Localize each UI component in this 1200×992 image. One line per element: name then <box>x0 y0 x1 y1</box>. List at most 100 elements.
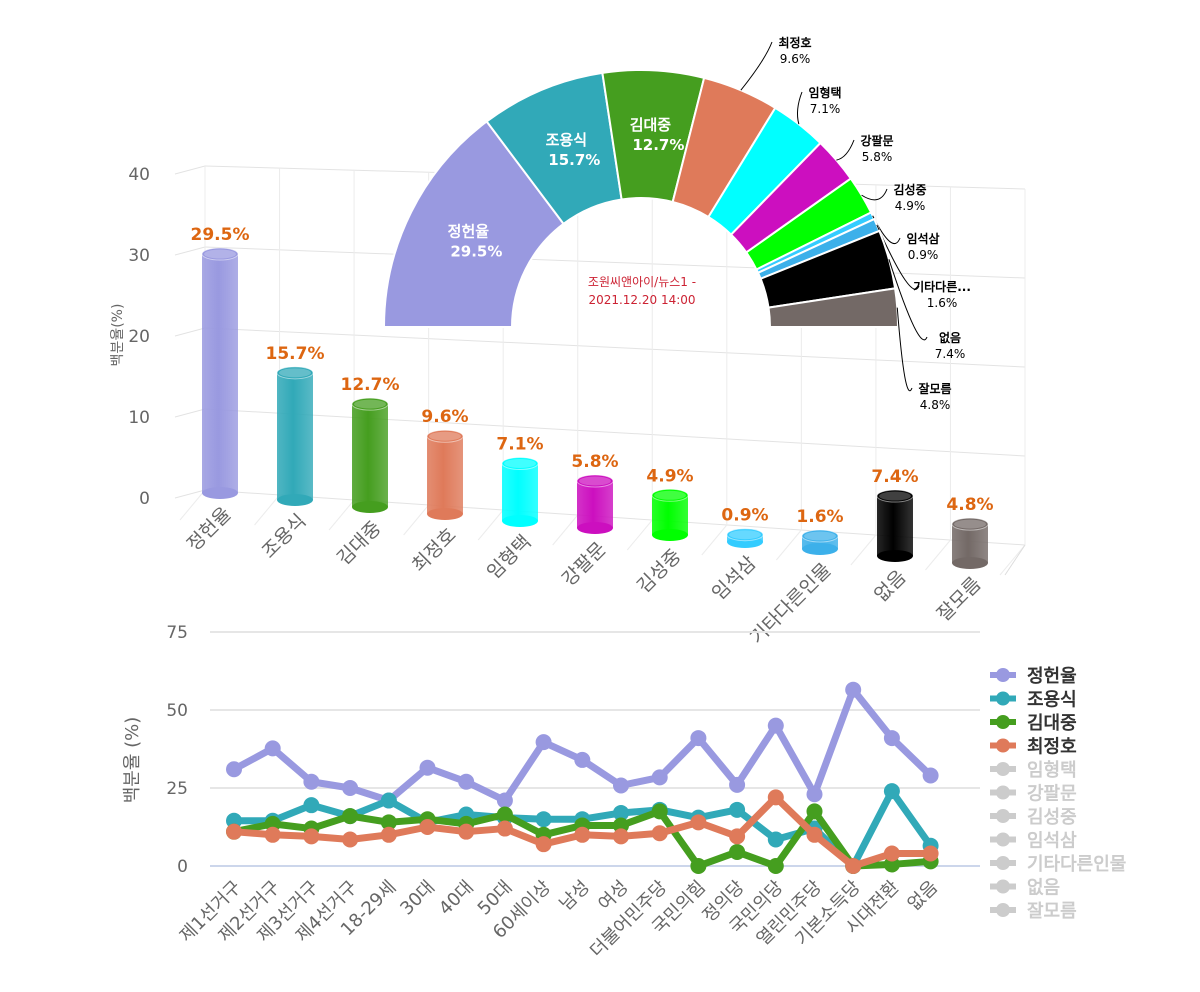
legend-item-최정호[interactable]: 최정호 <box>990 737 1077 758</box>
x-tick-label: 정헌율 <box>183 503 236 556</box>
slice-name: 기타다른... <box>913 279 971 294</box>
data-point <box>342 808 359 825</box>
data-point <box>419 759 436 776</box>
data-point <box>535 734 552 751</box>
bar-기타다른인물: 1.6% <box>796 507 844 555</box>
slice-name: 없음 <box>939 330 961 345</box>
line-x-axis: 제1선거구제2선거구제3선거구제4선거구18-29세30대40대50대60세이상… <box>176 877 942 962</box>
leader-line <box>888 259 928 341</box>
gridline <box>179 489 206 521</box>
legend-marker-icon <box>996 903 1010 917</box>
slice-name: 정헌율 <box>448 223 490 241</box>
gridline <box>999 544 1026 576</box>
data-point <box>496 820 513 837</box>
legend-item-김대중[interactable]: 김대중 <box>990 713 1077 734</box>
data-point <box>574 751 591 768</box>
slice-value: 0.9% <box>908 248 939 262</box>
y-tick-label: 0 <box>139 489 150 509</box>
bar-data-label: 29.5% <box>191 225 250 245</box>
bar <box>502 463 538 521</box>
legend-item-정헌율[interactable]: 정헌율 <box>990 666 1077 687</box>
legend-marker-icon <box>996 809 1010 823</box>
bar-top <box>351 397 389 411</box>
gridline <box>701 524 728 556</box>
legend-label: 김대중 <box>1027 713 1077 734</box>
bar-top-highlight <box>279 368 311 378</box>
bar-top <box>501 456 539 470</box>
data-point <box>690 730 707 747</box>
slice-value: 4.9% <box>895 199 926 213</box>
legend-item-기타다른인물[interactable]: 기타다른인물 <box>990 854 1126 875</box>
gridline <box>328 499 355 531</box>
data-point <box>651 769 668 786</box>
bar-임석삼: 0.9% <box>721 506 769 548</box>
leader-line <box>796 91 803 125</box>
slice-잘모름: 잘모름 4.8% <box>767 287 952 412</box>
legend-item-임석삼[interactable]: 임석삼 <box>990 831 1077 852</box>
gridline <box>174 489 206 499</box>
y-tick-label: 40 <box>128 165 150 185</box>
data-point <box>767 717 784 734</box>
data-point <box>767 858 784 874</box>
slice-name: 김성중 <box>893 182 926 197</box>
gridline <box>552 514 579 546</box>
gridline <box>174 408 206 418</box>
bar-y-axis: 0 10 20 30 40 <box>128 165 150 509</box>
x-tick-label: 최정호 <box>408 524 461 577</box>
legend-item-강팔문[interactable]: 강팔문 <box>990 784 1077 805</box>
legend-label: 잘모름 <box>1027 901 1077 922</box>
bar-top-highlight <box>429 431 461 441</box>
legend-item-조용식[interactable]: 조용식 <box>990 690 1077 711</box>
gridline <box>204 408 1026 457</box>
data-point <box>535 836 552 853</box>
y-tick-label: 25 <box>166 779 188 799</box>
bar-임형택: 7.1% <box>496 434 544 527</box>
gridline <box>174 327 206 337</box>
gridline <box>174 165 206 175</box>
gridline <box>403 504 430 536</box>
gridline <box>204 327 1026 368</box>
x-tick-label: 김성중 <box>633 545 686 598</box>
legend-marker-icon <box>996 762 1010 776</box>
legend-marker-icon <box>996 691 1010 706</box>
bar-top <box>801 529 839 543</box>
legend-label: 정헌율 <box>1027 666 1077 687</box>
bar <box>352 404 388 507</box>
bar-top-highlight <box>354 399 386 409</box>
legend-item-임형택[interactable]: 임형택 <box>990 760 1077 781</box>
leader-line <box>861 188 888 201</box>
bar-data-label: 15.7% <box>266 344 325 364</box>
gridline <box>1004 544 1026 576</box>
y-tick-label: 75 <box>166 623 188 643</box>
legend-marker-icon <box>996 879 1010 894</box>
bar-김대중: 12.7% <box>341 375 399 513</box>
x-tick-label: 기타다른인물 <box>746 559 836 649</box>
data-point <box>922 845 939 862</box>
slice-name: 강팔문 <box>860 133 893 148</box>
gridline <box>626 519 653 551</box>
legend-label: 강팔문 <box>1027 784 1077 805</box>
line-series <box>226 681 939 874</box>
x-tick-label: 없음 <box>904 877 942 915</box>
gridline <box>775 529 802 561</box>
data-point <box>264 826 281 843</box>
bar-data-label: 7.4% <box>871 467 918 487</box>
legend-item-잘모름[interactable]: 잘모름 <box>990 901 1077 922</box>
bar-y-axis-title: 백분율(%) <box>110 304 126 367</box>
slice-김대중: 김대중 12.7% <box>601 69 706 204</box>
x-tick-label: 잘모름 <box>933 573 986 626</box>
gridline <box>925 539 951 571</box>
x-tick-label: 임석삼 <box>708 552 761 605</box>
bar-top <box>726 528 764 542</box>
bar-없음: 7.4% <box>871 467 919 562</box>
legend-label: 임석삼 <box>1027 831 1077 852</box>
legend-item-김성중[interactable]: 김성중 <box>990 807 1077 828</box>
bar-top <box>426 429 464 443</box>
slice-value: 12.7% <box>632 136 684 154</box>
data-point <box>767 831 784 848</box>
slice-value: 7.1% <box>810 102 841 116</box>
data-point <box>651 825 668 842</box>
data-point <box>496 806 513 823</box>
x-tick-label: 없음 <box>870 566 910 606</box>
legend-item-없음[interactable]: 없음 <box>990 878 1060 899</box>
